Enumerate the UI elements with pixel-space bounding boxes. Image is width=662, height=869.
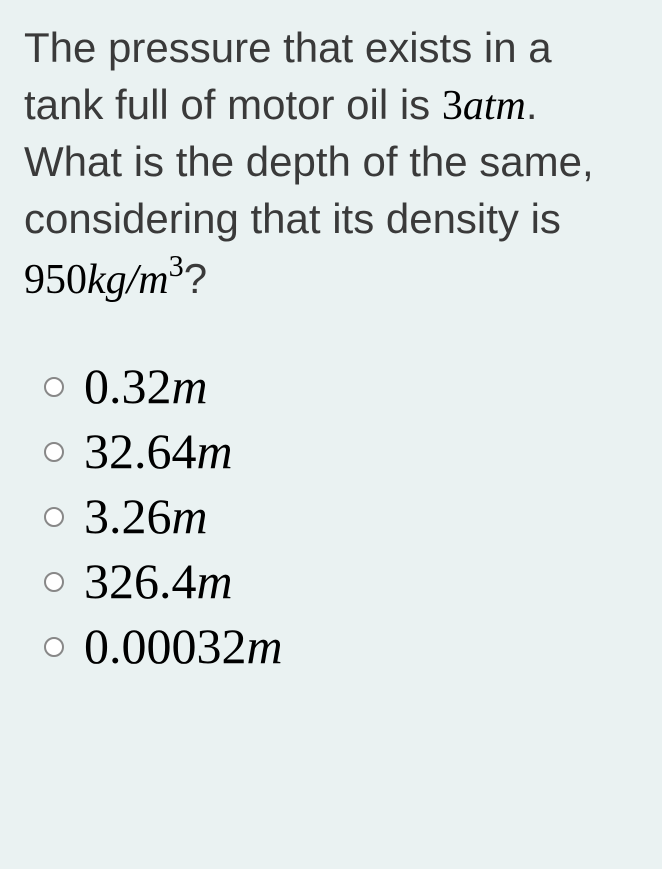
option-unit: m [197, 553, 233, 609]
option-text: 0.32m [84, 356, 208, 417]
option-1[interactable]: 0.32m [44, 356, 638, 417]
radio-icon[interactable] [44, 442, 64, 462]
option-5[interactable]: 0.00032m [44, 616, 638, 677]
option-value: 32.64 [84, 423, 197, 479]
density-unit-base: kg/m [87, 257, 169, 303]
question-text: The pressure that exists in a tank full … [24, 20, 638, 308]
option-unit: m [197, 423, 233, 479]
options-list: 0.32m 32.64m 3.26m 326.4m 0.00032m [24, 356, 638, 677]
option-value: 0.32 [84, 358, 172, 414]
density-unit-exp: 3 [169, 249, 184, 283]
option-value: 326.4 [84, 553, 197, 609]
option-value: 0.00032 [84, 618, 247, 674]
option-unit: m [172, 358, 208, 414]
pressure-value: 3 [442, 83, 463, 129]
radio-icon[interactable] [44, 507, 64, 527]
option-2[interactable]: 32.64m [44, 421, 638, 482]
radio-icon[interactable] [44, 572, 64, 592]
density-value: 950 [24, 257, 87, 303]
option-value: 3.26 [84, 488, 172, 544]
option-4[interactable]: 326.4m [44, 551, 638, 612]
option-text: 32.64m [84, 421, 233, 482]
question-part3: ? [184, 255, 207, 302]
option-unit: m [172, 488, 208, 544]
option-unit: m [247, 618, 283, 674]
option-text: 0.00032m [84, 616, 283, 677]
pressure-unit: atm [463, 83, 526, 129]
option-3[interactable]: 3.26m [44, 486, 638, 547]
option-text: 326.4m [84, 551, 233, 612]
option-text: 3.26m [84, 486, 208, 547]
radio-icon[interactable] [44, 377, 64, 397]
radio-icon[interactable] [44, 637, 64, 657]
